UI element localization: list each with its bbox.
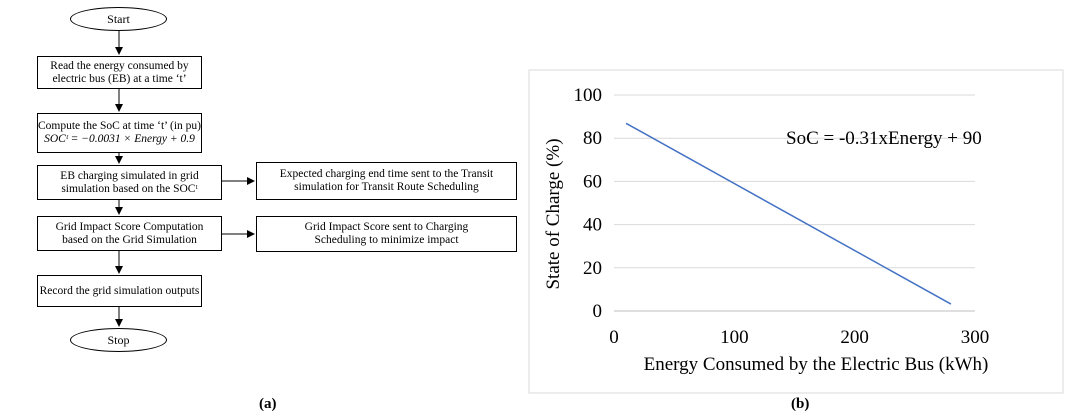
chart-frame [528,69,1064,394]
x-tick-label: 200 [840,327,869,348]
soc-trend-line [625,122,952,305]
transit-scheduling-line2: simulation for Transit Route Scheduling [294,181,479,193]
read-energy-line2: electric bus (EB) at a time ‘t’ [52,72,187,85]
x-axis-label: Energy Consumed by the Electric Bus (kWh… [644,354,989,375]
charging-scheduling-line1: Grid Impact Score sent to Charging [304,221,469,233]
x-tick-label: 100 [720,327,749,348]
y-tick-label: 40 [583,215,602,236]
y-tick-label: 60 [583,171,602,192]
grid-impact-line2: based on the Grid Simulation [62,233,197,246]
x-tick-label: 0 [609,327,619,348]
grid-charging-step: EB charging simulated in grid simulation… [37,165,222,200]
transit-scheduling-line1: Expected charging end time sent to the T… [279,168,494,180]
start-terminal: Start [70,7,167,31]
record-outputs-step: Record the grid simulation outputs [37,275,202,307]
soc-formula: SOCᵗ = −0.0031 × Energy + 0.9 [44,133,195,145]
y-tick-label: 20 [583,258,602,279]
grid-impact-line1: Grid Impact Score Computation [55,220,204,233]
compute-soc-step: Compute the SoC at time ‘t’ (in pu) SOCᵗ… [37,113,202,153]
transit-scheduling-box: Expected charging end time sent to the T… [256,162,517,200]
read-energy-step: Read the energy consumed by electric bus… [37,56,202,89]
x-tick-label: 300 [961,327,990,348]
grid-charging-line1: EB charging simulated in grid [60,169,199,182]
grid-impact-step: Grid Impact Score Computation based on t… [37,216,222,251]
charging-scheduling-box: Grid Impact Score sent to Charging Sched… [256,216,517,252]
y-tick-label: 80 [583,128,602,149]
grid-charging-line2: simulation based on the SOCᵗ [61,182,198,195]
stop-terminal: Stop [70,328,167,352]
compute-soc-line1: Compute the SoC at time ‘t’ (in pu) [38,120,201,132]
read-energy-line1: Read the energy consumed by [50,59,189,72]
charging-scheduling-line2: Scheduling to minimize impact [314,234,459,246]
y-axis-label: State of Charge (%) [543,138,564,289]
record-outputs-label: Record the grid simulation outputs [39,284,200,297]
y-tick-label: 100 [574,85,603,106]
y-tick-label: 0 [593,301,603,322]
stop-label: Stop [107,332,130,347]
caption-b: (b) [791,396,810,412]
caption-a: (a) [259,396,277,412]
trendline-equation: SoC = -0.31xEnergy + 90 [786,128,982,149]
start-label: Start [107,11,130,26]
